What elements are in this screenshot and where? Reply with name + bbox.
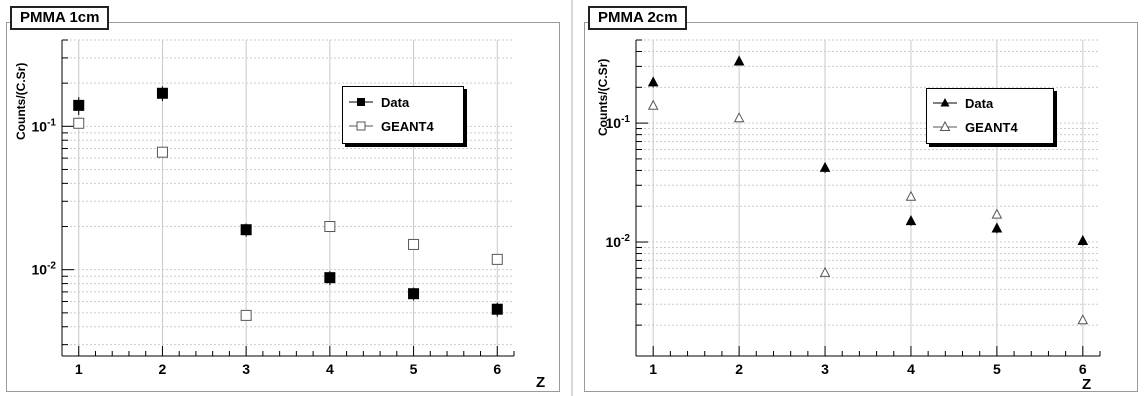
legend-label: Data xyxy=(381,94,410,110)
legend-label: GEANT4 xyxy=(965,119,1018,135)
data-point-z4 xyxy=(905,215,917,226)
geant4-point-z1 xyxy=(647,99,659,110)
geant4-point-z3 xyxy=(819,266,831,277)
data-point-z5 xyxy=(991,222,1003,233)
y-axis-label: Counts/(C.Sr) xyxy=(14,62,28,140)
x-tick-label: 5 xyxy=(993,361,1001,377)
data-point-z6 xyxy=(491,303,503,315)
data-point-z1 xyxy=(647,76,659,87)
data-point-z2 xyxy=(156,87,168,99)
x-tick-label: 3 xyxy=(821,361,829,377)
geant4-point-z6 xyxy=(491,253,503,265)
legend-entry-data: Data xyxy=(343,93,409,111)
chart-frame xyxy=(584,22,1138,392)
y-tick-label: 10-2 xyxy=(606,233,631,250)
data-point-z1 xyxy=(73,99,85,111)
geant4-point-z4 xyxy=(905,190,917,201)
y-tick-label: 10-1 xyxy=(32,117,57,134)
open-triangle-marker-icon xyxy=(933,120,957,131)
open-square-marker-icon xyxy=(349,121,373,131)
plot-area: 1 2 3 4 5 6 10-1 10-2 xyxy=(606,39,1101,377)
x-tick-label: 4 xyxy=(326,361,334,377)
x-tick-label: 3 xyxy=(242,361,250,377)
legend-label: Data xyxy=(965,95,994,111)
data-point-z2 xyxy=(733,55,745,66)
x-axis-label: Z xyxy=(1082,376,1092,393)
geant4-point-z2 xyxy=(156,146,168,158)
chart-panel-pmma-1cm: PMMA 1cm 1 2 3 4 5 6 10-1 10-2 Counts/(C.Sr) Z … xyxy=(0,0,566,396)
geant4-point-z3 xyxy=(240,309,252,321)
legend-entry-geant4: GEANT4 xyxy=(343,117,434,135)
x-axis-label: Z xyxy=(536,374,546,391)
legend: Data GEANT4 xyxy=(926,88,1054,144)
geant4-point-z6 xyxy=(1077,314,1089,325)
plot-area: 1 2 3 4 5 6 10-1 10-2 xyxy=(32,39,515,377)
geant4-point-z4 xyxy=(324,221,336,233)
panel-divider xyxy=(571,0,573,396)
legend-entry-geant4: GEANT4 xyxy=(927,118,1018,136)
x-tick-label: 2 xyxy=(159,361,167,377)
y-axis-label: Counts/(C.Sr) xyxy=(596,58,610,136)
legend: Data GEANT4 xyxy=(342,86,464,144)
geant4-point-z2 xyxy=(733,112,745,123)
x-tick-label: 2 xyxy=(735,361,743,377)
y-tick-label: 10-2 xyxy=(32,261,57,278)
x-tick-label: 6 xyxy=(1079,361,1087,377)
data-point-z4 xyxy=(324,272,336,284)
chart-frame xyxy=(6,22,560,392)
data-point-z3 xyxy=(819,161,831,172)
data-point-z3 xyxy=(240,224,252,236)
chart-title: PMMA 2cm xyxy=(588,6,688,30)
legend-entry-data: Data xyxy=(927,94,993,112)
x-tick-label: 4 xyxy=(907,361,915,377)
legend-label: GEANT4 xyxy=(381,118,434,134)
x-tick-label: 6 xyxy=(493,361,501,377)
x-tick-label: 1 xyxy=(75,361,83,377)
x-tick-label: 1 xyxy=(649,361,657,377)
geant4-point-z5 xyxy=(408,238,420,250)
chart-title: PMMA 1cm xyxy=(10,6,110,30)
chart-panel-pmma-2cm: PMMA 2cm 1 2 3 4 5 6 10-1 10-2 Counts/(C.Sr) Z … xyxy=(578,0,1144,396)
geant4-point-z5 xyxy=(991,208,1003,219)
x-tick-label: 5 xyxy=(410,361,418,377)
data-point-z5 xyxy=(408,288,420,300)
filled-triangle-marker-icon xyxy=(933,98,957,107)
data-point-z6 xyxy=(1077,234,1089,245)
filled-square-marker-icon xyxy=(349,98,373,106)
geant4-point-z1 xyxy=(73,117,85,129)
y-tick-label: 10-1 xyxy=(606,114,631,131)
